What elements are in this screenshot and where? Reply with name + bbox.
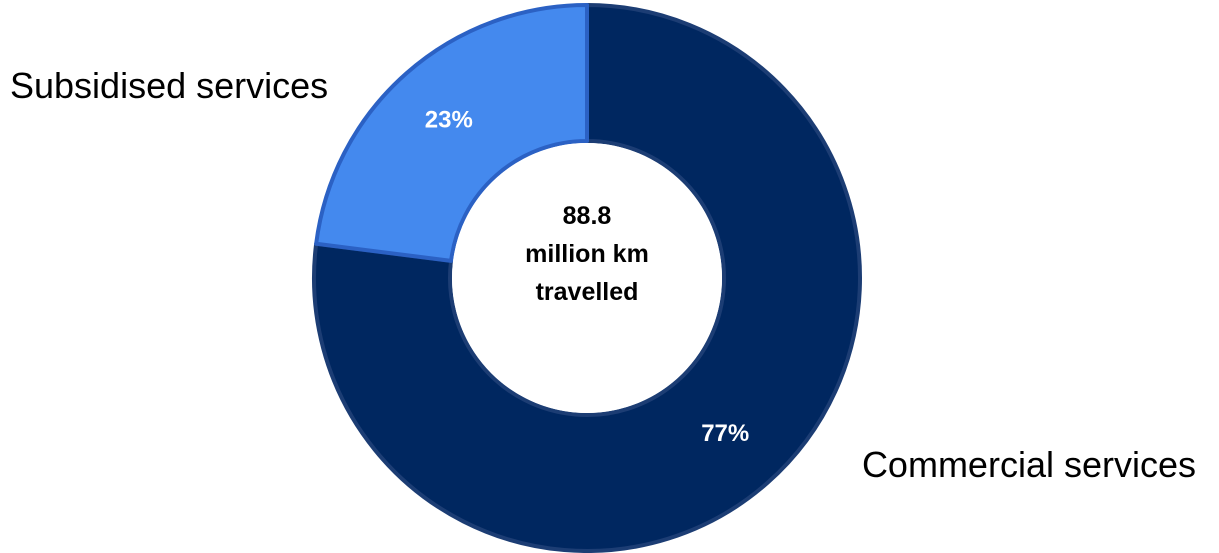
center-unit: million km [525,240,649,268]
center-caption: travelled [536,278,639,306]
slice-label-subsidised: Subsidised services [10,65,328,106]
donut-hole [452,143,722,413]
slice-commercial-services [312,3,862,553]
slice-percent-commercial-services: 77% [701,420,749,447]
slice-label-commercial: Commercial services [862,444,1196,485]
slice-percent-subsidised-services: 23% [425,107,473,134]
slice-subsidised-services [314,3,589,263]
center-value: 88.8 [563,202,612,230]
donut-slices [312,3,862,553]
percent-labels: 77% 23% [425,107,749,448]
